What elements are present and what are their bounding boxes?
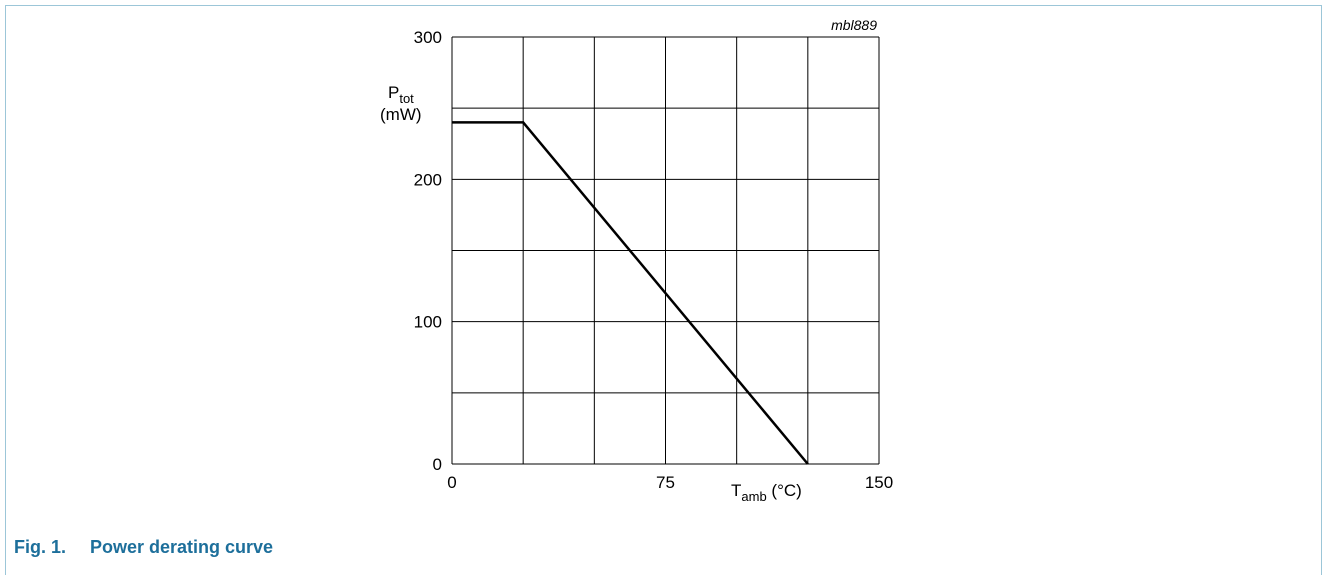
x-tick-label: 0 [447,473,456,492]
x-tick-label: 150 [865,473,893,492]
chart-plot [452,122,808,464]
y-tick-label: 300 [414,28,442,47]
figure-caption: Fig. 1. Power derating curve [14,537,273,558]
y-axis-unit: (mW) [380,105,422,124]
figure-number: Fig. 1. [14,537,90,558]
figure-code: mbl889 [831,17,877,33]
y-tick-label: 0 [433,455,442,474]
x-tick-label: 75 [656,473,675,492]
chart-ticks: 0 100 200 300 0 75 150 [414,28,894,492]
y-tick-label: 200 [414,170,442,189]
figure-title: Power derating curve [90,537,273,557]
y-axis-label: Ptot [388,83,414,106]
derating-line [452,122,808,464]
y-tick-label: 100 [414,313,442,332]
x-axis-label: Tamb (°C) [731,481,802,504]
chart-grid [452,37,879,464]
